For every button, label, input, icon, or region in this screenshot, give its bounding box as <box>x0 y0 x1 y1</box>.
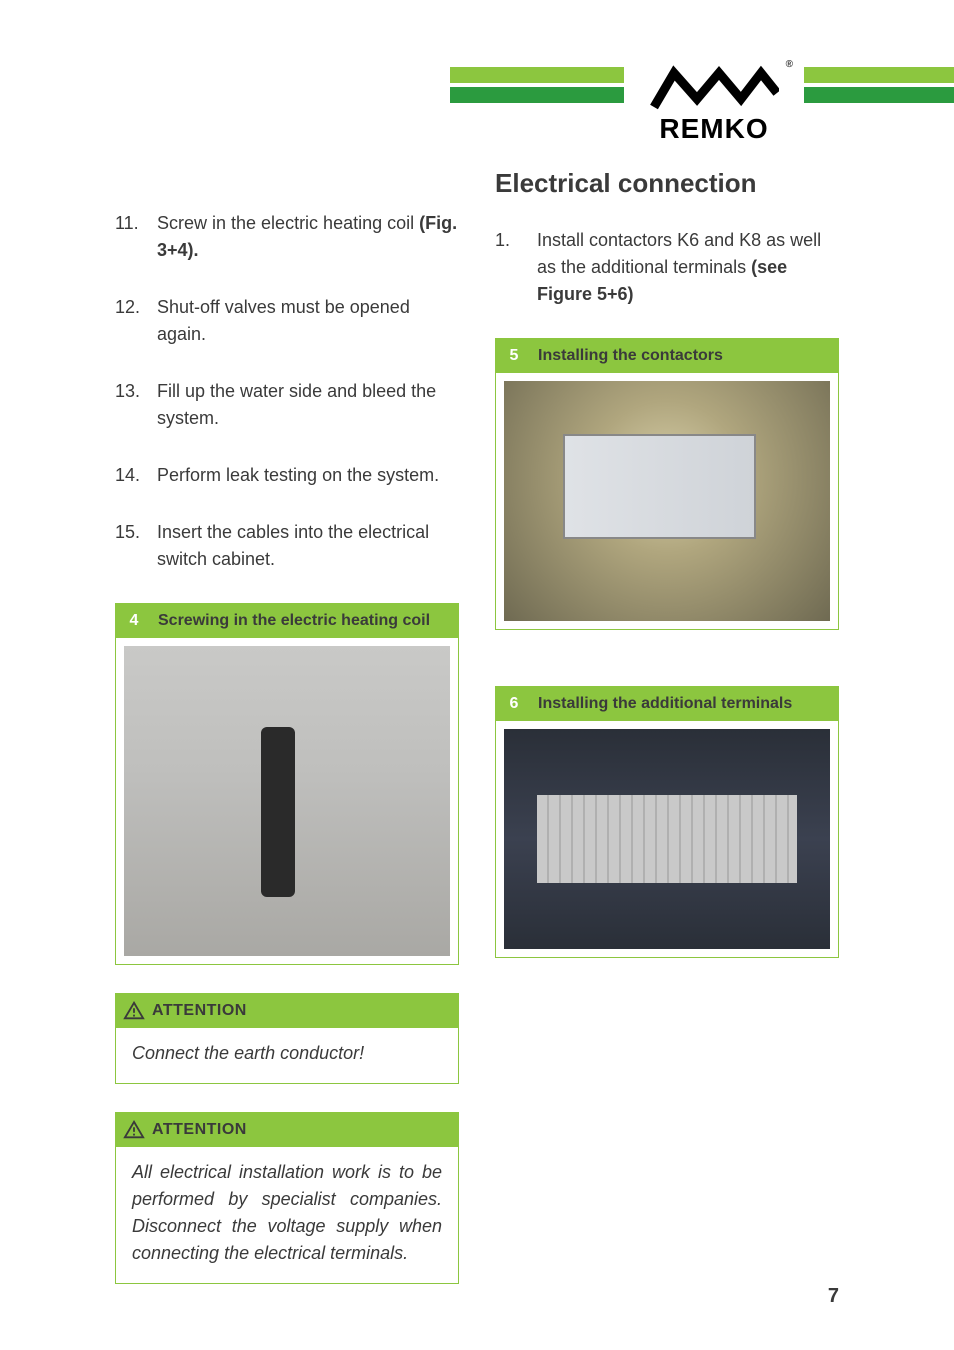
attention-1-body: Connect the earth conductor! <box>116 1028 458 1083</box>
brand-logo: ® REMKO <box>624 55 804 155</box>
figure-5-image-frame <box>496 373 838 629</box>
figure-6: 6 Installing the additional terminals <box>495 686 839 958</box>
step-text: Screw in the electric heating coil <box>157 213 419 233</box>
attention-2-body: All electrical installation work is to b… <box>116 1147 458 1283</box>
warning-icon <box>116 1000 152 1022</box>
figure-5: 5 Installing the contactors <box>495 338 839 630</box>
figure-6-number: 6 <box>496 695 532 713</box>
figure-6-title: Installing the additional terminals <box>532 695 792 713</box>
attention-box-2: ATTENTION All electrical installation wo… <box>115 1112 459 1284</box>
spacer <box>495 658 839 686</box>
attention-1-title: ATTENTION <box>152 1002 247 1020</box>
step-body: Insert the cables into the electrical sw… <box>157 519 459 573</box>
brand-logo-text: REMKO <box>659 113 768 145</box>
step-11: 11. Screw in the electric heating coil (… <box>115 210 459 264</box>
attention-box-1: ATTENTION Connect the earth conductor! <box>115 993 459 1084</box>
step-body: Install contactors K6 and K8 as well as … <box>537 227 839 308</box>
attention-2-header: ATTENTION <box>116 1113 458 1147</box>
figure-5-title: Installing the contactors <box>532 347 723 365</box>
step-number: 11. <box>115 210 145 264</box>
attention-2-title: ATTENTION <box>152 1121 247 1139</box>
figure-6-photo <box>504 729 830 949</box>
figure-6-image-frame <box>496 721 838 957</box>
step-body: Shut-off valves must be opened again. <box>157 294 459 348</box>
page: ® REMKO 11. Screw in the electric heatin… <box>0 0 954 1350</box>
warning-icon <box>116 1119 152 1141</box>
step-body: Perform leak testing on the system. <box>157 462 459 489</box>
step-number: 1. <box>495 227 525 308</box>
step-body: Fill up the water side and bleed the sys… <box>157 378 459 432</box>
header-band: ® REMKO <box>0 55 954 155</box>
step-12: 12. Shut-off valves must be opened again… <box>115 294 459 348</box>
step-body: Screw in the electric heating coil (Fig.… <box>157 210 459 264</box>
figure-5-photo <box>504 381 830 621</box>
step-r1: 1. Install contactors K6 and K8 as well … <box>495 227 839 308</box>
figure-6-header: 6 Installing the additional terminals <box>496 687 838 721</box>
step-number: 12. <box>115 294 145 348</box>
attention-1-header: ATTENTION <box>116 994 458 1028</box>
right-column: Electrical connection 1. Install contact… <box>495 168 839 1248</box>
step-number: 13. <box>115 378 145 432</box>
step-13: 13. Fill up the water side and bleed the… <box>115 378 459 432</box>
right-steps-list: 1. Install contactors K6 and K8 as well … <box>495 227 839 338</box>
figure-4: 4 Screwing in the electric heating coil <box>115 603 459 965</box>
brand-logo-mark: ® <box>649 65 779 115</box>
figure-4-title: Screwing in the electric heating coil <box>152 612 430 630</box>
figure-5-header: 5 Installing the contactors <box>496 339 838 373</box>
figure-4-photo <box>124 646 450 956</box>
page-number: 7 <box>828 1285 839 1308</box>
left-steps-list: 11. Screw in the electric heating coil (… <box>115 210 459 603</box>
figure-4-number: 4 <box>116 612 152 630</box>
step-number: 15. <box>115 519 145 573</box>
content-columns: 11. Screw in the electric heating coil (… <box>115 210 839 1290</box>
step-14: 14. Perform leak testing on the system. <box>115 462 459 489</box>
step-number: 14. <box>115 462 145 489</box>
section-heading-electrical: Electrical connection <box>495 168 839 199</box>
figure-5-number: 5 <box>496 347 532 365</box>
figure-4-header: 4 Screwing in the electric heating coil <box>116 604 458 638</box>
registered-icon: ® <box>786 59 793 70</box>
step-15: 15. Insert the cables into the electrica… <box>115 519 459 573</box>
figure-4-image-frame <box>116 638 458 964</box>
left-column: 11. Screw in the electric heating coil (… <box>115 210 459 1290</box>
